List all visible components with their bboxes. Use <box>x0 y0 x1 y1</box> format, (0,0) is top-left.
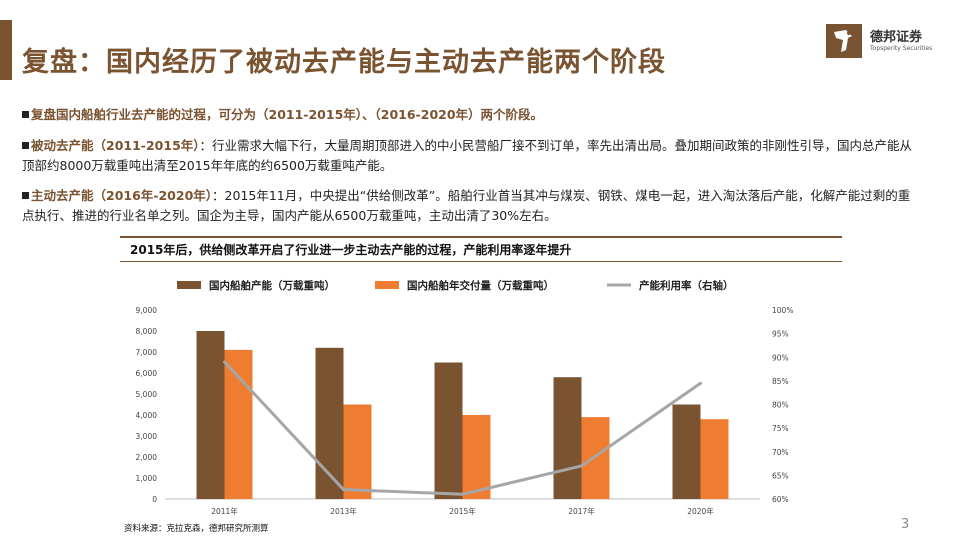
bullet-icon <box>22 111 29 118</box>
legend-swatch <box>177 281 201 289</box>
y-axis-left-tick: 1,000 <box>136 474 158 483</box>
legend-label: 产能利用率（右轴） <box>639 279 734 292</box>
title-accent-bar <box>0 20 12 80</box>
x-axis-tick: 2020年 <box>687 506 714 516</box>
legend-swatch <box>375 281 399 289</box>
paragraph-overview: 复盘国内船舶行业去产能的过程，可分为（2011-2015年）、（2016-202… <box>22 105 922 125</box>
logo-text-en: Topsperity Securities <box>870 45 933 52</box>
bar-deliveries <box>462 415 491 499</box>
utilization-point <box>580 464 583 468</box>
source-note: 资料来源：克拉克森，德邦研究所测算 <box>124 524 269 534</box>
y-axis-left-tick: 0 <box>152 495 157 504</box>
chart-title: 2015年后，供给侧改革开启了行业进一步主动去产能的过程，产能利用率逐年提升 <box>130 243 572 257</box>
utilization-point <box>223 360 226 364</box>
bar-capacity <box>553 377 582 499</box>
paragraph-lead: 被动去产能（2011-2015年） <box>31 138 200 153</box>
paragraph-body: ：行业需求大幅下行，大量周期顶部进入的中小民营船厂接不到订单，率先出清出局。叠加… <box>22 138 913 173</box>
paragraph-passive: 被动去产能（2011-2015年）：行业需求大幅下行，大量周期顶部进入的中小民营… <box>22 136 922 176</box>
y-axis-left-tick: 3,000 <box>136 432 158 441</box>
y-axis-right-tick: 85% <box>772 377 789 386</box>
bar-deliveries <box>343 404 372 499</box>
y-axis-right-tick: 70% <box>772 448 789 457</box>
x-axis-tick: 2013年 <box>330 506 357 516</box>
legend-label: 国内船舶产能（万载重吨） <box>209 279 335 292</box>
y-axis-left-tick: 4,000 <box>136 411 158 420</box>
logo-text-cn: 德邦证券 <box>870 30 923 45</box>
y-axis-left-tick: 2,000 <box>136 453 158 462</box>
bar-deliveries <box>224 349 253 499</box>
y-axis-left-tick: 5,000 <box>136 390 158 399</box>
chart-title-rule <box>120 261 842 262</box>
utilization-point <box>342 488 345 492</box>
bullet-icon <box>22 142 29 149</box>
paragraph-active: 主动去产能（2016年-2020年）：2015年11月，中央提出“供给侧改革”。… <box>22 186 922 226</box>
y-axis-right-tick: 90% <box>772 353 789 362</box>
x-axis-tick: 2017年 <box>568 506 595 516</box>
y-axis-left-tick: 6,000 <box>136 369 158 378</box>
chart-top-rule <box>120 236 842 238</box>
bar-deliveries <box>700 419 729 499</box>
y-axis-left-tick: 7,000 <box>136 348 158 357</box>
legend-label: 国内船舶年交付量（万载重吨） <box>407 279 554 292</box>
logo-mark-icon <box>826 24 862 58</box>
page-number: 3 <box>901 517 910 532</box>
y-axis-right-tick: 100% <box>772 306 793 315</box>
bar-capacity <box>672 404 701 499</box>
bullet-icon <box>22 192 29 199</box>
y-axis-right-tick: 60% <box>772 495 789 504</box>
utilization-point <box>699 381 702 385</box>
bar-capacity <box>434 362 463 499</box>
page-title: 复盘：国内经历了被动去产能与主动去产能两个阶段 <box>22 47 666 78</box>
y-axis-left-tick: 8,000 <box>136 327 158 336</box>
utilization-point <box>461 492 464 496</box>
x-axis-tick: 2011年 <box>211 506 238 516</box>
y-axis-left-tick: 9,000 <box>136 306 158 315</box>
y-axis-right-tick: 95% <box>772 330 789 339</box>
y-axis-right-tick: 80% <box>772 401 789 410</box>
y-axis-right-tick: 75% <box>772 424 789 433</box>
capacity-chart: 国内船舶产能（万载重吨） 国内船舶年交付量（万载重吨） 产能利用率（右轴） 0 1,00… <box>136 279 794 516</box>
y-axis-right-tick: 65% <box>772 471 789 480</box>
x-axis-tick: 2015年 <box>449 506 476 516</box>
paragraph-lead: 复盘国内船舶行业去产能的过程，可分为（2011-2015年）、（2016-202… <box>31 107 544 122</box>
bar-deliveries <box>581 417 610 499</box>
bar-capacity <box>196 331 225 499</box>
paragraph-lead: 主动去产能（2016年-2020年） <box>31 188 213 203</box>
paragraph-body: ：2015年11月，中央提出“供给侧改革”。船舶行业首当其冲与煤炭、钢铁、煤电一… <box>22 188 911 223</box>
company-logo: 德邦证券 Topsperity Securities <box>826 20 946 62</box>
